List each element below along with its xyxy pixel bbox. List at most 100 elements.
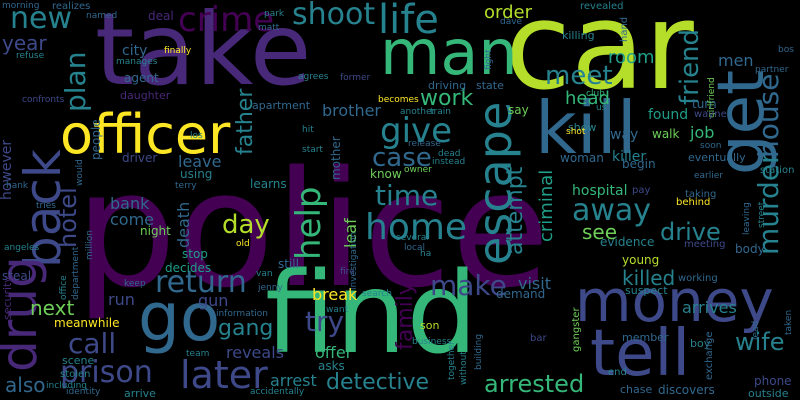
word-get: man: [380, 16, 518, 89]
word-pay: pay: [632, 185, 651, 196]
word-car: car: [505, 0, 694, 117]
word-finally: finally: [164, 46, 192, 56]
word-eventually: eventually: [688, 151, 746, 164]
word-show: show: [568, 121, 597, 134]
word-business: business: [412, 337, 452, 347]
word-come: come: [110, 210, 155, 229]
word-chase: chase: [620, 383, 653, 396]
word-turn: turn: [692, 97, 717, 111]
word-go: go: [138, 279, 221, 356]
word-arrested: arrested: [484, 370, 585, 398]
word-us: us: [596, 103, 607, 113]
word-kill: kill: [535, 86, 637, 170]
word-make: make: [430, 269, 507, 302]
word-identity: identity: [66, 387, 101, 397]
word-steal: steal: [2, 269, 32, 283]
word-morning: morning: [2, 1, 40, 11]
word-say: say: [508, 103, 529, 117]
word-gangster: gangster: [571, 307, 582, 352]
word-exchange: exchange: [704, 331, 715, 380]
word-release: release: [408, 139, 441, 149]
word-phone: phone: [754, 374, 792, 388]
word-offer: offer: [315, 343, 353, 362]
word-million: million: [85, 230, 95, 260]
word-start: start: [302, 145, 323, 155]
word-without: without: [459, 351, 469, 385]
word-friend: friend: [675, 28, 705, 105]
word-next: next: [30, 296, 75, 320]
word-take: take: [95, 0, 312, 108]
word-gang: gang: [218, 316, 274, 341]
word-driving: driving: [428, 79, 467, 92]
word-including: including: [46, 381, 87, 391]
word-meanwhile: meanwhile: [54, 316, 120, 330]
word-daughter: daughter: [120, 89, 171, 102]
word-killing: killing: [562, 29, 595, 42]
word-criminal: criminal: [536, 169, 557, 242]
word-taking: taking: [685, 189, 717, 200]
word-working: working: [678, 273, 718, 284]
word-scene: scene: [62, 354, 95, 367]
word-work: work: [420, 86, 474, 111]
word-break: break: [312, 285, 358, 304]
word-suspect: suspect: [625, 284, 668, 297]
word-prison: prison: [60, 355, 153, 390]
word-angeles: angeles: [4, 243, 40, 253]
word-also: also: [5, 373, 46, 397]
word-former: former: [340, 73, 371, 83]
word-death: death: [174, 201, 193, 248]
word-van: van: [256, 269, 273, 279]
word-stolen: stolen: [60, 369, 91, 380]
word-way: way: [610, 127, 639, 143]
word-refuse: refuse: [16, 51, 45, 61]
word-drive: drive: [660, 218, 721, 246]
word-city: city: [122, 43, 148, 59]
word-begin: begin: [622, 157, 656, 171]
word-still: still: [278, 257, 299, 271]
word-tell: tell: [590, 317, 691, 391]
word-meet: meet: [545, 61, 613, 91]
word-several: several: [396, 233, 429, 243]
word-would: would: [75, 159, 85, 186]
word-agent: agent: [124, 71, 159, 85]
word-asks: asks: [318, 359, 345, 373]
word-confronts: confronts: [22, 95, 65, 105]
word-ha: ha: [420, 249, 432, 259]
word-driver: driver: [122, 151, 158, 165]
word-visit: visit: [518, 274, 551, 293]
word-fire: fire: [340, 267, 355, 277]
word-learns: learns: [250, 177, 287, 191]
word-shoot: shoot: [292, 0, 376, 32]
word-gun: gun: [198, 291, 229, 310]
word-state: state: [476, 79, 504, 92]
word-meeting: meeting: [684, 239, 726, 250]
word-tries: tries: [36, 201, 56, 211]
word-information: information: [216, 309, 268, 319]
word-instead: instead: [432, 157, 466, 167]
word-becomes: becomes: [378, 95, 419, 105]
word-another: another: [400, 107, 436, 117]
word-call: call: [68, 327, 117, 360]
word-men: men: [718, 51, 754, 70]
word-realizes: realizes: [52, 1, 91, 12]
word-help: help: [289, 186, 329, 261]
word-walk: walk: [652, 127, 680, 141]
word-plan: plan: [59, 51, 92, 112]
word-arrest: arrest: [270, 371, 317, 390]
word-using: using: [180, 167, 213, 181]
word-found: found: [648, 107, 689, 123]
word-outside: outside: [748, 387, 789, 400]
word-return: return: [155, 265, 247, 300]
word-decides: decides: [165, 261, 212, 275]
word-year: year: [2, 31, 47, 55]
word-house: house: [752, 73, 785, 158]
word-attempt: attempt: [503, 166, 528, 255]
word-manages: manages: [116, 57, 158, 67]
word-wife: wife: [735, 328, 785, 356]
word-night: night: [140, 224, 171, 238]
word-people: people: [89, 119, 103, 160]
word-terry: terry: [175, 181, 197, 191]
word-police: police: [75, 136, 550, 323]
word-try: try: [305, 305, 345, 338]
